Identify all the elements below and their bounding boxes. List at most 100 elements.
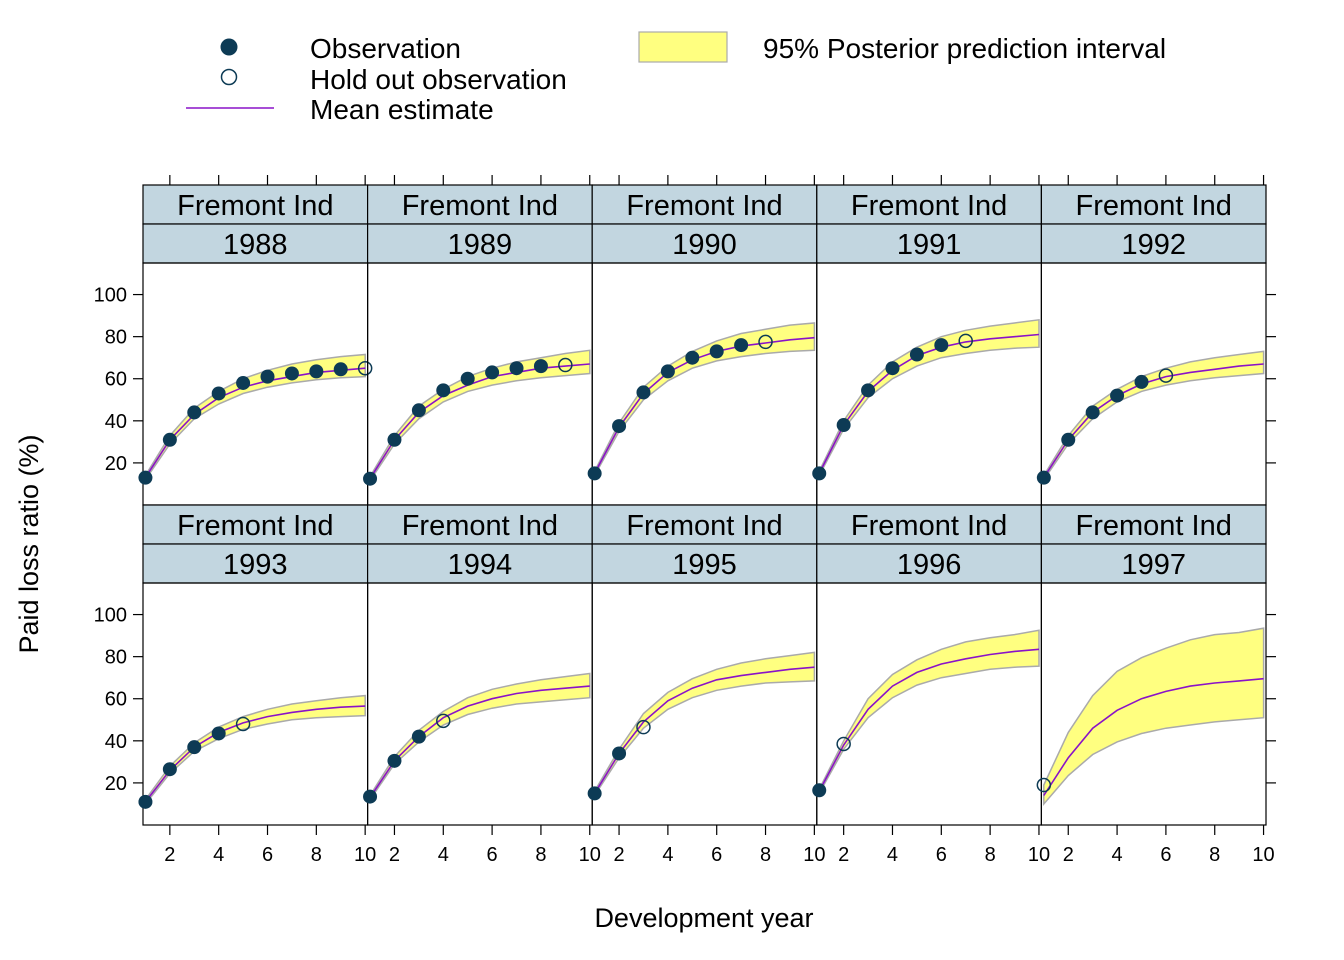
strip-year	[591, 543, 818, 584]
x-tick-label: 8	[1209, 844, 1220, 866]
observation-point	[533, 359, 548, 374]
holdout-point	[436, 713, 451, 729]
mean-estimate-line	[1043, 677, 1264, 796]
observation-point	[812, 466, 827, 481]
observation-point	[387, 432, 402, 447]
strip-company	[816, 184, 1042, 225]
holdout-point	[758, 334, 773, 350]
strip-year-label: 1990	[672, 229, 737, 261]
observation-point	[411, 729, 426, 744]
y-axis-label: Paid loss ratio (%)	[14, 434, 44, 653]
mean-estimate-line	[369, 685, 590, 799]
mean-estimate-line	[1043, 363, 1264, 479]
observation-point	[836, 418, 851, 433]
panel-1992: Fremont Ind 1992	[1036, 175, 1276, 506]
strip-year	[367, 543, 593, 584]
strip-year-label: 1991	[897, 229, 962, 261]
legend-observation-marker	[220, 38, 238, 56]
x-tick-label: 10	[354, 844, 376, 866]
x-tick-label: 10	[803, 844, 825, 866]
prediction-interval-band	[144, 353, 366, 483]
holdout-point	[836, 736, 851, 752]
strip-company-label: Fremont Ind	[851, 510, 1007, 542]
observation-point	[138, 470, 153, 485]
panel-1995: Fremont Ind 1995 2 4 6 8 10	[587, 504, 825, 866]
legend-mean-label: Mean estimate	[310, 94, 494, 125]
observation-point	[162, 432, 177, 447]
holdout-point	[357, 360, 373, 376]
mean-estimate-line	[369, 363, 590, 480]
panel-grid: Fremont Ind 1988 20 40 60 80 100 Fremont Ind 198…	[94, 175, 1276, 866]
mean-estimate-line	[144, 705, 366, 803]
x-tick-label: 8	[311, 844, 322, 866]
observation-point	[333, 362, 348, 377]
x-tick-label: 6	[936, 844, 947, 866]
y-tick-label: 40	[105, 411, 127, 433]
x-tick-label: 8	[760, 844, 771, 866]
panel-1990: Fremont Ind 1990	[587, 175, 818, 506]
observation-point	[1061, 432, 1076, 447]
x-tick-label: 10	[1028, 844, 1050, 866]
y-tick-label: 100	[94, 605, 127, 627]
observation-point	[734, 338, 749, 353]
x-tick-label: 4	[887, 844, 898, 866]
holdout-point	[958, 333, 973, 349]
x-tick-label: 6	[262, 844, 273, 866]
mean-estimate-line	[818, 648, 1040, 792]
strip-year-label: 1992	[1121, 229, 1186, 261]
x-tick-label: 6	[711, 844, 722, 866]
prediction-interval-band	[369, 349, 591, 484]
prediction-interval-band	[818, 318, 1040, 476]
strip-year-label: 1993	[223, 549, 288, 581]
prediction-interval-band	[369, 672, 591, 803]
x-tick-label: 10	[1252, 844, 1274, 866]
legend-holdout-marker	[220, 68, 238, 86]
y-tick-label: 40	[105, 731, 127, 753]
prediction-interval-band	[1043, 627, 1265, 807]
observation-point	[309, 364, 324, 379]
strip-year-label: 1997	[1121, 549, 1186, 581]
strip-year-label: 1996	[897, 549, 962, 581]
y-tick-label: 20	[105, 773, 127, 795]
legend: Observation Hold out observation Mean es…	[186, 31, 1166, 125]
strip-year	[1040, 543, 1267, 584]
x-tick-label: 4	[662, 844, 673, 866]
strip-company-label: Fremont Ind	[626, 510, 782, 542]
y-tick-label: 60	[105, 369, 127, 391]
observation-point	[812, 783, 827, 798]
strip-year-label: 1988	[223, 229, 288, 261]
prediction-interval-band	[593, 651, 816, 799]
observation-point	[284, 366, 299, 381]
panel-1996: Fremont Ind 1996 2 4 6 8 10	[812, 504, 1050, 866]
strip-year-label: 1995	[672, 549, 737, 581]
observation-point	[587, 786, 602, 801]
strip-company	[1040, 184, 1267, 225]
observation-point	[363, 471, 378, 486]
prediction-interval-band	[818, 629, 1040, 797]
legend-interval-label: 95% Posterior prediction interval	[763, 33, 1166, 64]
observation-point	[387, 753, 402, 768]
observation-point	[211, 386, 226, 401]
observation-point	[436, 383, 451, 398]
observation-point	[885, 361, 900, 376]
observation-point	[660, 364, 675, 379]
mean-estimate-line	[593, 336, 815, 474]
panel-1994: Fremont Ind 1994 2 4 6 8 10	[363, 504, 601, 866]
strip-company	[816, 504, 1042, 545]
strip-company-label: Fremont Ind	[402, 190, 558, 222]
observation-point	[1110, 388, 1125, 403]
x-tick-label: 2	[838, 844, 849, 866]
x-tick-label: 8	[535, 844, 546, 866]
strip-company-label: Fremont Ind	[402, 510, 558, 542]
holdout-point	[1158, 368, 1174, 383]
strip-year	[816, 543, 1042, 584]
x-tick-label: 4	[1112, 844, 1123, 866]
observation-point	[411, 403, 426, 418]
holdout-point	[1036, 777, 1052, 793]
x-tick-label: 2	[1063, 844, 1074, 866]
legend-interval-swatch	[638, 31, 728, 63]
y-tick-label: 100	[94, 285, 127, 307]
strip-company	[1040, 504, 1267, 545]
strip-year-label: 1989	[448, 229, 513, 261]
